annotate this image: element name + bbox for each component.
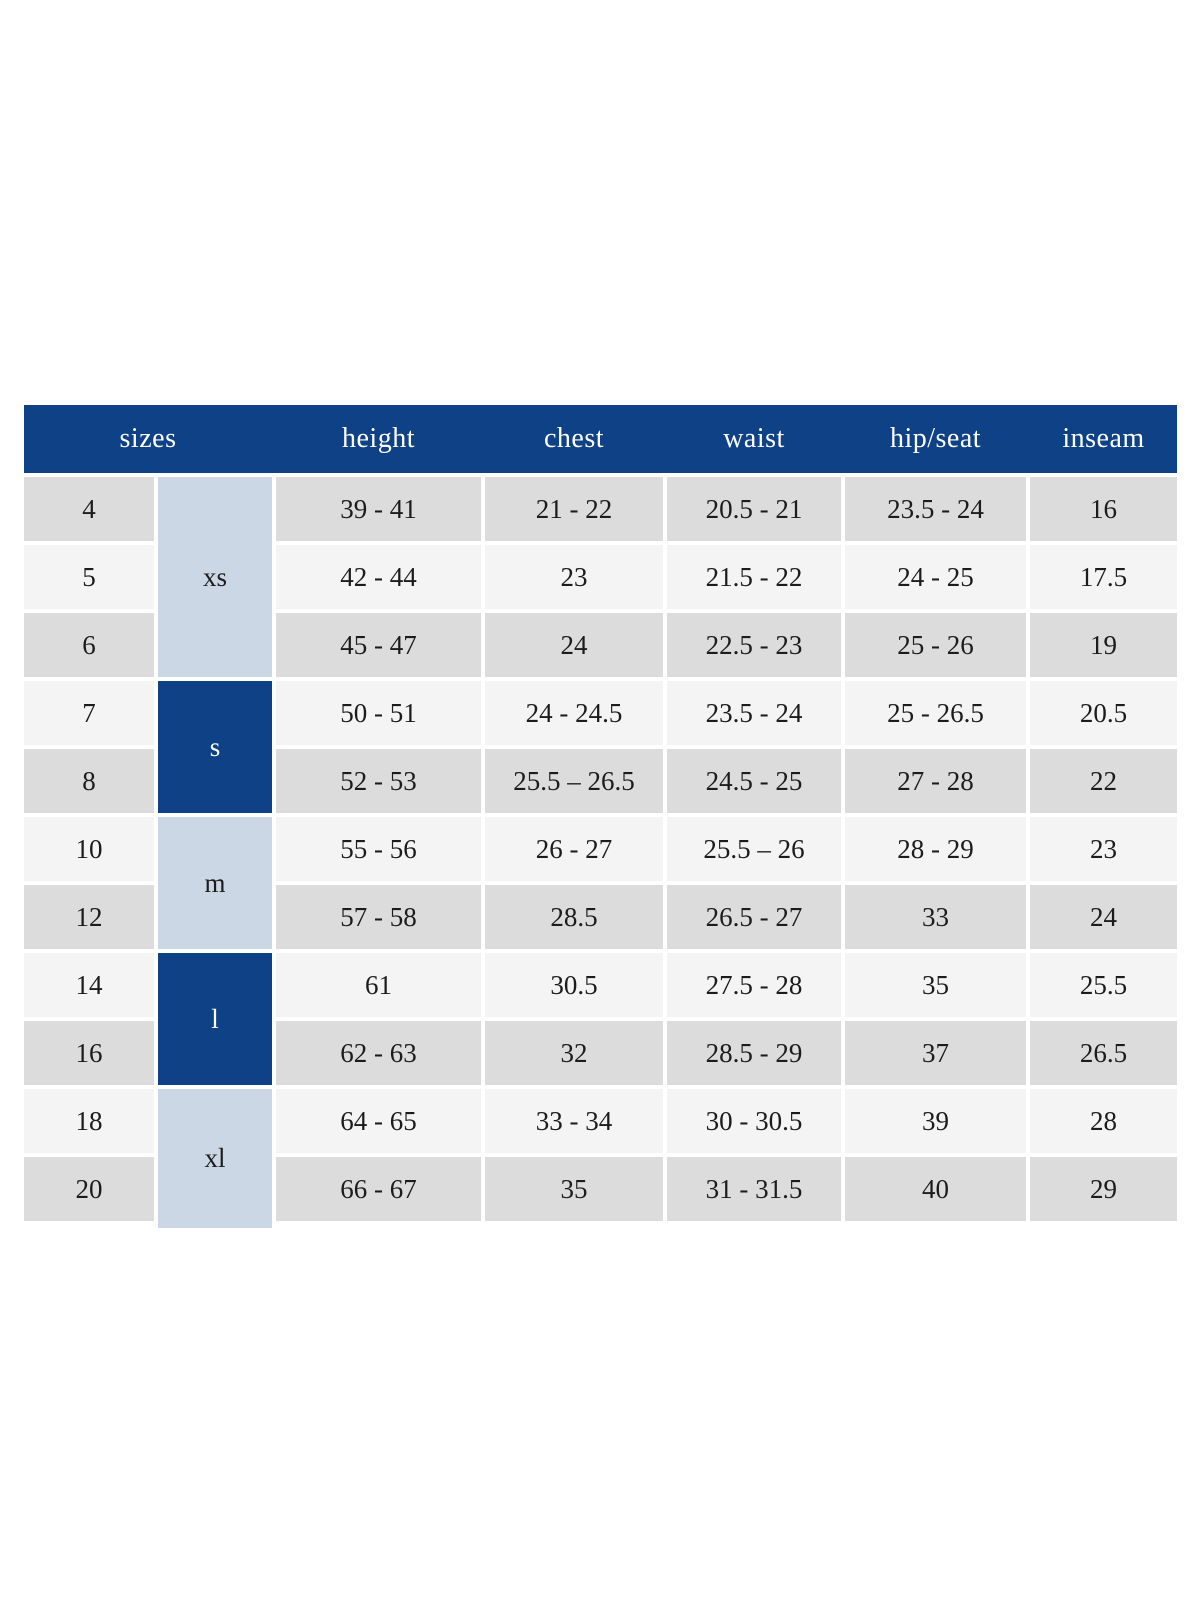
- waist-cell: 28.5 - 29: [667, 1021, 841, 1085]
- height-cell: 61: [276, 953, 481, 1017]
- group-cell-xs: xs: [158, 477, 272, 677]
- size-cell: 4: [24, 477, 154, 541]
- hip-seat-cell: 28 - 29: [845, 817, 1026, 881]
- inseam-cell: 22: [1030, 749, 1177, 813]
- size-cell: 10: [24, 817, 154, 881]
- inseam-cell: 29: [1030, 1157, 1177, 1221]
- waist-cell: 24.5 - 25: [667, 749, 841, 813]
- size-cell: 16: [24, 1021, 154, 1085]
- inseam-cell: 19: [1030, 613, 1177, 677]
- table-header-row: sizes height chest waist hip/seat inseam: [24, 405, 1177, 473]
- hip-seat-cell: 37: [845, 1021, 1026, 1085]
- header-cell-hip-seat: hip/seat: [889, 423, 982, 454]
- height-cell: 62 - 63: [276, 1021, 481, 1085]
- chest-cell: 24: [485, 613, 663, 677]
- hip-seat-cell: 25 - 26: [845, 613, 1026, 677]
- group-cell-l: l: [158, 953, 272, 1085]
- hip-seat-cell: 35: [845, 953, 1026, 1017]
- size-cell: 14: [24, 953, 154, 1017]
- size-cell: 18: [24, 1089, 154, 1153]
- inseam-cell: 24: [1030, 885, 1177, 949]
- height-cell: 64 - 65: [276, 1089, 481, 1153]
- chest-cell: 32: [485, 1021, 663, 1085]
- waist-cell: 23.5 - 24: [667, 681, 841, 745]
- size-cell: 6: [24, 613, 154, 677]
- height-cell: 42 - 44: [276, 545, 481, 609]
- header-cell-sizes: sizes: [119, 423, 177, 454]
- group-cell-s: s: [158, 681, 272, 813]
- hip-seat-cell: 25 - 26.5: [845, 681, 1026, 745]
- height-cell: 45 - 47: [276, 613, 481, 677]
- inseam-cell: 28: [1030, 1089, 1177, 1153]
- waist-cell: 26.5 - 27: [667, 885, 841, 949]
- inseam-cell: 17.5: [1030, 545, 1177, 609]
- height-cell: 39 - 41: [276, 477, 481, 541]
- waist-cell: 22.5 - 23: [667, 613, 841, 677]
- size-cell: 20: [24, 1157, 154, 1221]
- chest-cell: 30.5: [485, 953, 663, 1017]
- height-cell: 55 - 56: [276, 817, 481, 881]
- hip-seat-cell: 27 - 28: [845, 749, 1026, 813]
- chest-cell: 33 - 34: [485, 1089, 663, 1153]
- size-chart-table: sizes height chest waist hip/seat inseam…: [24, 405, 1177, 1228]
- height-cell: 52 - 53: [276, 749, 481, 813]
- waist-cell: 27.5 - 28: [667, 953, 841, 1017]
- chest-cell: 25.5 – 26.5: [485, 749, 663, 813]
- size-cell: 7: [24, 681, 154, 745]
- hip-seat-cell: 39: [845, 1089, 1026, 1153]
- header-cell-inseam: inseam: [1062, 423, 1145, 454]
- chest-cell: 24 - 24.5: [485, 681, 663, 745]
- inseam-cell: 20.5: [1030, 681, 1177, 745]
- chest-cell: 35: [485, 1157, 663, 1221]
- waist-cell: 31 - 31.5: [667, 1157, 841, 1221]
- waist-cell: 25.5 – 26: [667, 817, 841, 881]
- hip-seat-cell: 24 - 25: [845, 545, 1026, 609]
- inseam-cell: 25.5: [1030, 953, 1177, 1017]
- header-cell-waist: waist: [723, 423, 785, 454]
- hip-seat-cell: 23.5 - 24: [845, 477, 1026, 541]
- header-cell-height: height: [342, 423, 415, 454]
- waist-cell: 20.5 - 21: [667, 477, 841, 541]
- hip-seat-cell: 33: [845, 885, 1026, 949]
- header-cell-chest: chest: [543, 423, 605, 454]
- size-cell: 5: [24, 545, 154, 609]
- waist-cell: 30 - 30.5: [667, 1089, 841, 1153]
- size-cell: 12: [24, 885, 154, 949]
- chest-cell: 26 - 27: [485, 817, 663, 881]
- waist-cell: 21.5 - 22: [667, 545, 841, 609]
- height-cell: 66 - 67: [276, 1157, 481, 1221]
- height-cell: 50 - 51: [276, 681, 481, 745]
- height-cell: 57 - 58: [276, 885, 481, 949]
- chest-cell: 23: [485, 545, 663, 609]
- chest-cell: 21 - 22: [485, 477, 663, 541]
- inseam-cell: 26.5: [1030, 1021, 1177, 1085]
- hip-seat-cell: 40: [845, 1157, 1026, 1221]
- group-cell-xl: xl: [158, 1089, 272, 1228]
- group-cell-m: m: [158, 817, 272, 949]
- chest-cell: 28.5: [485, 885, 663, 949]
- inseam-cell: 16: [1030, 477, 1177, 541]
- inseam-cell: 23: [1030, 817, 1177, 881]
- size-cell: 8: [24, 749, 154, 813]
